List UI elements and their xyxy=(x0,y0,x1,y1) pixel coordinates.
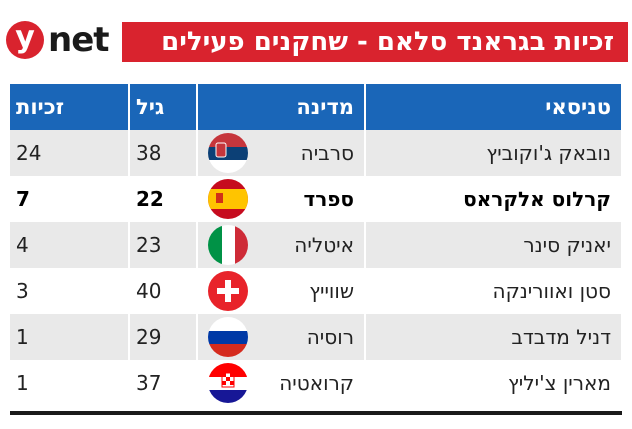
player-name: נובאק ג'וקוביץ xyxy=(364,130,621,176)
player-titles: 3 xyxy=(10,268,129,314)
table-row: נובאק ג'וקוביץ סרביה 38 24 xyxy=(10,130,621,176)
country-cell: שווייץ xyxy=(196,268,365,314)
grand-slam-table: טניסאי מדינה גיל זכיות נובאק ג'וקוביץ סרב… xyxy=(10,84,621,406)
logo-text: net xyxy=(48,20,110,60)
country-cell: סרביה xyxy=(196,130,365,176)
country-cell: רוסיה xyxy=(196,314,365,360)
country-name: סרביה xyxy=(300,141,354,165)
bottom-divider xyxy=(10,411,622,415)
table-row: מארין צ'יליץ קרואטיה 37 1 xyxy=(10,360,621,406)
serbia-flag-icon xyxy=(208,133,248,173)
country-cell: ספרד xyxy=(196,176,365,222)
player-age: 40 xyxy=(128,268,197,314)
country-cell: קרואטיה xyxy=(196,360,365,406)
player-name: קרלוס אלקראס xyxy=(364,176,621,222)
player-age: 29 xyxy=(128,314,197,360)
player-age: 38 xyxy=(128,130,197,176)
country-wrap: איטליה xyxy=(208,222,354,268)
header-country: מדינה xyxy=(196,84,365,130)
country-wrap: סרביה xyxy=(208,130,354,176)
player-name: דניל מדבדב xyxy=(364,314,621,360)
country-name: רוסיה xyxy=(306,325,354,349)
italy-flag-icon xyxy=(208,225,248,265)
player-name: סטן ואוורינקה xyxy=(364,268,621,314)
player-titles: 4 xyxy=(10,222,129,268)
logo-y-mark: y xyxy=(6,21,44,59)
page-title: זכיות בגראנד סלאם - שחקנים פעילים xyxy=(122,22,628,62)
country-name: שווייץ xyxy=(309,279,354,303)
player-age: 22 xyxy=(128,176,197,222)
croatia-flag-icon xyxy=(208,363,248,403)
player-titles: 1 xyxy=(10,360,129,406)
table-row: יאניק סינר איטליה 23 4 xyxy=(10,222,621,268)
ynet-logo[interactable]: y net xyxy=(6,20,110,60)
russia-flag-icon xyxy=(208,317,248,357)
country-name: ספרד xyxy=(303,187,354,211)
country-name: איטליה xyxy=(294,233,354,257)
table-row: סטן ואוורינקה שווייץ 40 3 xyxy=(10,268,621,314)
country-name: קרואטיה xyxy=(279,371,354,395)
player-titles: 7 xyxy=(10,176,129,222)
player-titles: 24 xyxy=(10,130,129,176)
table-header-row: טניסאי מדינה גיל זכיות xyxy=(10,84,621,130)
table-row: דניל מדבדב רוסיה 29 1 xyxy=(10,314,621,360)
country-wrap: קרואטיה xyxy=(208,360,354,406)
table-row: קרלוס אלקראס ספרד 22 7 xyxy=(10,176,621,222)
country-wrap: רוסיה xyxy=(208,314,354,360)
country-wrap: ספרד xyxy=(208,176,354,222)
player-name: מארין צ'יליץ xyxy=(364,360,621,406)
header-player: טניסאי xyxy=(364,84,621,130)
player-age: 23 xyxy=(128,222,197,268)
country-cell: איטליה xyxy=(196,222,365,268)
header: y net זכיות בגראנד סלאם - שחקנים פעילים xyxy=(0,0,632,70)
header-titles: זכיות xyxy=(10,84,129,130)
player-titles: 1 xyxy=(10,314,129,360)
player-age: 37 xyxy=(128,360,197,406)
switzerland-flag-icon xyxy=(208,271,248,311)
header-age: גיל xyxy=(128,84,197,130)
country-wrap: שווייץ xyxy=(208,268,354,314)
player-name: יאניק סינר xyxy=(364,222,621,268)
spain-flag-icon xyxy=(208,179,248,219)
